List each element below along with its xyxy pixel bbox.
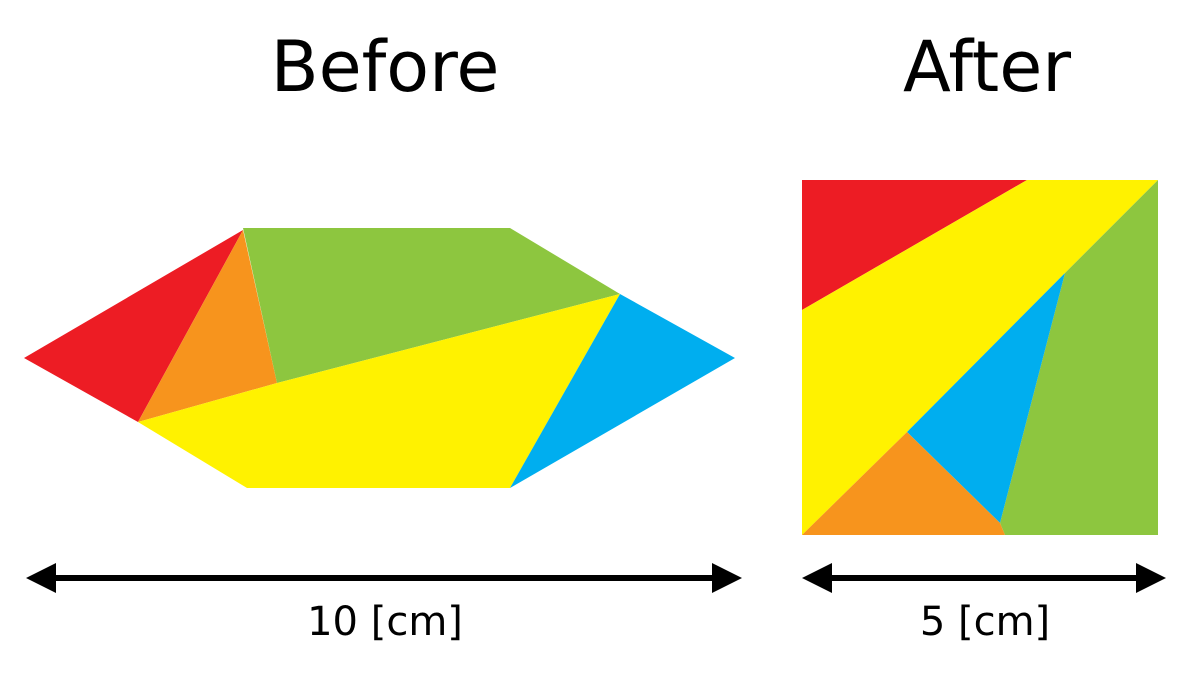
after-dimension: 5 [cm] [920,599,1050,645]
blue-piece [907,273,1065,523]
yellow-piece [802,180,1158,535]
red-piece [24,230,243,422]
orange-piece [802,432,1005,535]
green-piece [243,228,620,383]
after-shape [802,180,1158,535]
before-dimension: 10 [cm] [307,599,463,645]
before-title: Before [271,26,500,108]
orange-piece [138,230,277,422]
before-shape [24,228,735,488]
green-piece [1000,180,1158,535]
yellow-piece [138,294,620,488]
after-title: After [903,26,1071,108]
blue-piece [510,294,735,488]
